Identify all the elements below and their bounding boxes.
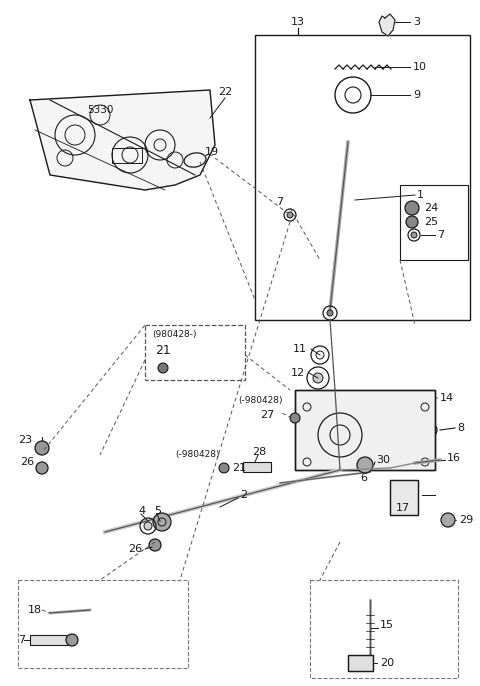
Bar [30,635,68,645]
Text: 14: 14 [440,393,454,403]
Circle shape [144,522,152,530]
Text: 13: 13 [291,17,305,27]
Text: 27: 27 [260,410,274,420]
Circle shape [313,373,323,383]
Text: (980428-): (980428-) [152,331,196,340]
Circle shape [153,513,171,531]
Circle shape [427,427,433,433]
Text: 28: 28 [252,447,266,457]
Text: 5330: 5330 [87,105,113,115]
Circle shape [287,212,293,218]
Text: 16: 16 [447,453,461,463]
Text: 24: 24 [424,203,438,213]
Bar [112,148,142,163]
Text: 6: 6 [360,473,367,483]
Circle shape [158,363,168,373]
Circle shape [36,462,48,474]
Bar [255,35,470,320]
Text: 2: 2 [240,490,247,500]
Text: 8: 8 [457,423,464,433]
Text: 7: 7 [18,635,25,645]
Circle shape [290,413,300,423]
Text: 21: 21 [155,344,171,357]
Text: 17: 17 [396,503,410,513]
Circle shape [406,216,418,228]
Bar [243,462,271,472]
Circle shape [441,513,455,527]
Text: (-980428): (-980428) [238,396,283,405]
Polygon shape [379,14,395,36]
Circle shape [327,310,333,316]
Bar [295,390,435,470]
Text: 30: 30 [376,455,390,465]
Text: 20: 20 [380,658,394,668]
Bar [145,325,245,380]
Text: 10: 10 [413,62,427,72]
Bar [295,390,435,470]
Circle shape [411,232,417,238]
Text: 4: 4 [138,506,145,516]
Text: 23: 23 [18,435,32,445]
Circle shape [35,441,49,455]
Text: 19: 19 [205,147,219,157]
Text: 9: 9 [413,90,420,100]
Circle shape [405,201,419,215]
Bar [348,655,373,671]
Text: (-980428): (-980428) [175,451,219,460]
Bar [400,185,468,260]
Polygon shape [30,90,215,190]
Text: 25: 25 [424,217,438,227]
Text: 5: 5 [154,506,161,516]
Bar [390,480,418,515]
Text: 22: 22 [218,87,232,97]
Text: 21: 21 [232,463,246,473]
Text: 26: 26 [20,457,34,467]
Text: 15: 15 [380,620,394,630]
Bar [348,655,373,671]
Text: 7: 7 [437,230,444,240]
Circle shape [66,634,78,646]
Bar [310,580,458,678]
Text: 12: 12 [291,368,305,378]
Text: 3: 3 [413,17,420,27]
Circle shape [357,457,373,473]
Bar [390,480,418,515]
Text: 11: 11 [293,344,307,354]
Text: 29: 29 [459,515,473,525]
Text: 26: 26 [128,544,142,554]
Circle shape [149,539,161,551]
Bar [18,580,188,668]
Circle shape [219,463,229,473]
Text: 7: 7 [276,197,284,207]
Text: 18: 18 [28,605,42,615]
Text: 1: 1 [417,190,424,200]
